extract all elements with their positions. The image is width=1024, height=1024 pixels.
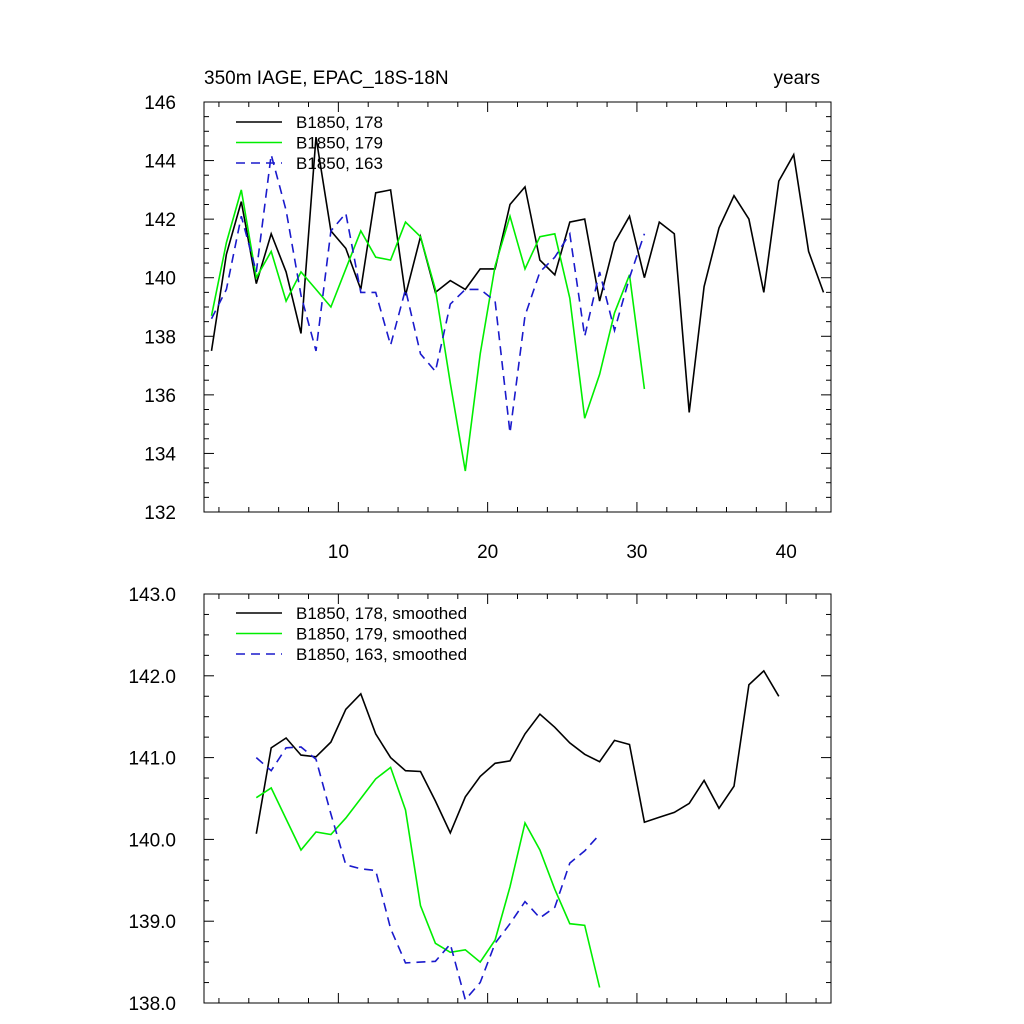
y-tick-label: 134 [144,444,176,465]
y-tick-label: 140 [144,269,176,290]
x-tick-label: 30 [626,542,647,563]
x-tick-label: 40 [776,542,797,563]
series-line-3 [255,746,601,1002]
legend-label-3: B1850, 163, smoothed [296,645,467,664]
x-tick-label: 10 [328,542,349,563]
y-tick-label: 132 [144,503,176,524]
legend-label-2: B1850, 179, smoothed [296,625,467,644]
series-line-2 [210,189,646,472]
y-tick-label: 138.0 [128,994,176,1015]
legend-label-1: B1850, 178 [296,113,383,132]
y-tick-label: 141.0 [128,749,176,770]
legend-label-3: B1850, 163 [296,154,383,173]
chart-panel-raw: 10 20 30 40 132 134 136 138 140 142 144 146 B1850, 1… [144,93,832,563]
series-line-1 [255,669,780,835]
series-line-2 [255,766,601,988]
chart-units: years [774,68,820,89]
series-line-1 [210,136,825,413]
y-tick-label: 142.0 [128,667,176,688]
y-tick-label: 136 [144,386,176,407]
legend-label-1: B1850, 178, smoothed [296,604,467,623]
legend-label-2: B1850, 179 [296,134,383,153]
y-tick-label: 139.0 [128,912,176,933]
chart-panel-smoothed: 138.0 139.0 140.0 141.0 142.0 143.0 B1850, 178… [128,585,832,1015]
y-tick-label: 142 [144,210,176,231]
y-tick-label: 138 [144,327,176,348]
x-tick-label: 20 [477,542,498,563]
chart-title: 350m IAGE, EPAC_18S-18N [204,68,449,89]
y-tick-label: 144 [144,152,176,173]
series-line-3 [210,154,646,434]
y-tick-label: 143.0 [128,585,176,606]
y-tick-label: 146 [144,93,176,114]
y-tick-label: 140.0 [128,830,176,851]
